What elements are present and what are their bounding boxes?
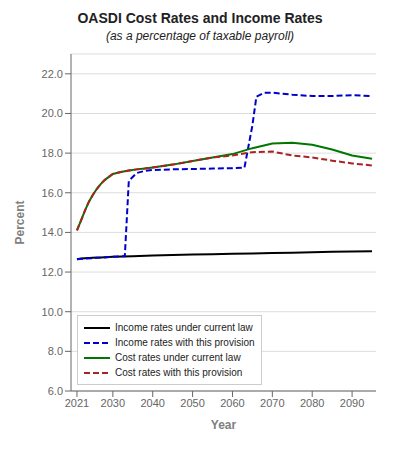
svg-text:2070: 2070: [260, 397, 284, 409]
svg-text:2060: 2060: [220, 397, 244, 409]
svg-text:2080: 2080: [300, 397, 324, 409]
svg-text:Percent: Percent: [13, 200, 27, 244]
svg-text:10.0: 10.0: [42, 306, 63, 318]
html-text:Cost rates under current law: Cost rates under current law: [115, 352, 241, 363]
svg-text:14.0: 14.0: [42, 226, 63, 238]
svg-text:20.0: 20.0: [42, 107, 63, 119]
svg-text:2050: 2050: [180, 397, 204, 409]
svg-text:Year: Year: [211, 418, 237, 432]
html-text:(as a percentage of taxable pa: (as a percentage of taxable payroll): [105, 29, 294, 43]
svg-text:18.0: 18.0: [42, 147, 63, 159]
svg-text:12.0: 12.0: [42, 266, 63, 278]
svg-text:2090: 2090: [340, 397, 364, 409]
html-text:Income rates under current law: Income rates under current law: [115, 322, 253, 333]
svg-text:16.0: 16.0: [42, 187, 63, 199]
svg-text:6.0: 6.0: [48, 385, 63, 397]
html-text:Income rates with this provisi: Income rates with this provision: [115, 337, 255, 348]
html-text:Cost rates with this provision: Cost rates with this provision: [115, 367, 243, 378]
svg-text:2040: 2040: [140, 397, 164, 409]
svg-text:2021: 2021: [65, 397, 89, 409]
svg-text:2030: 2030: [101, 397, 125, 409]
svg-text:22.0: 22.0: [42, 68, 63, 80]
svg-text:8.0: 8.0: [48, 345, 63, 357]
html-text:OASDI Cost Rates and Income Ra: OASDI Cost Rates and Income Rates: [77, 10, 323, 26]
